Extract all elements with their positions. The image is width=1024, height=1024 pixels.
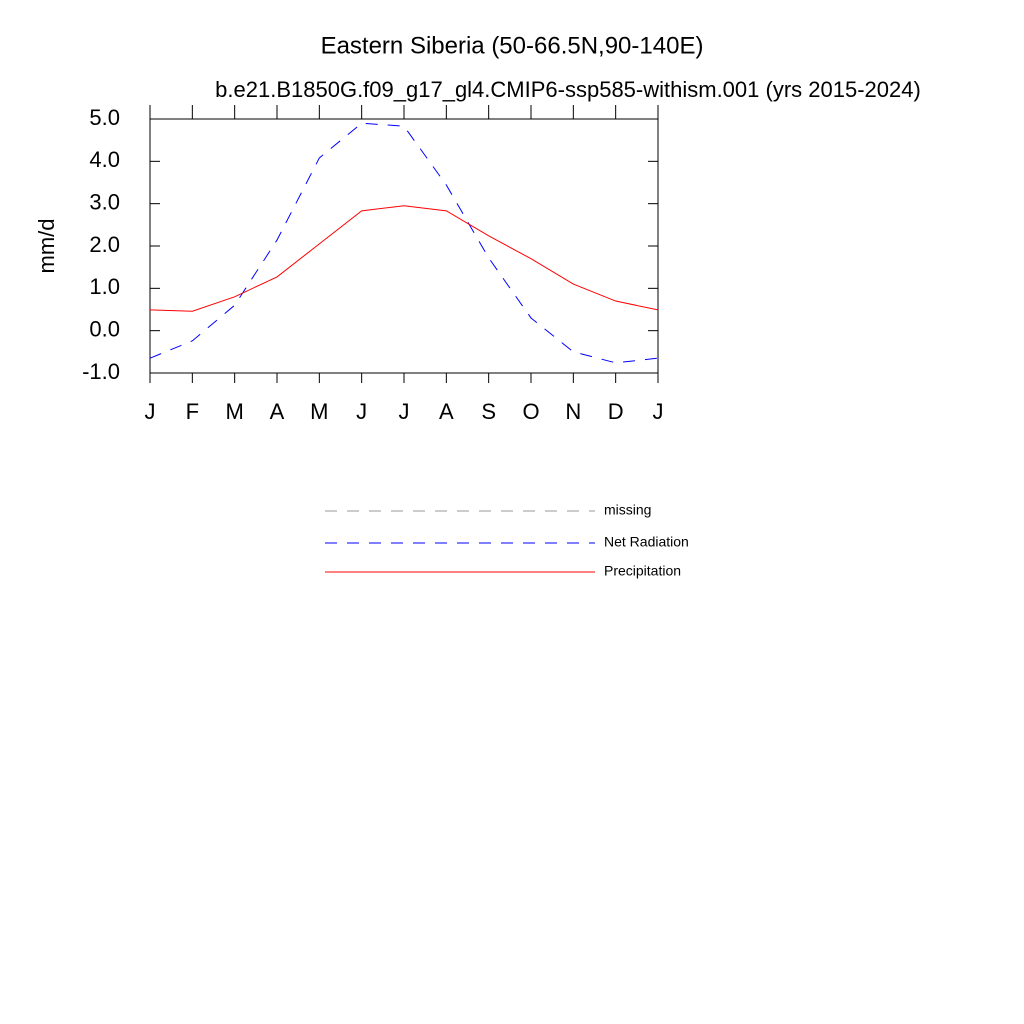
plot-frame xyxy=(149,118,659,374)
y-tick-label: 1.0 xyxy=(89,274,120,299)
data-line xyxy=(149,122,659,364)
legend-label: missing xyxy=(604,502,651,518)
x-tick-label: M xyxy=(310,399,328,424)
legend-label: Net Radiation xyxy=(604,534,689,550)
x-tick-label: J xyxy=(356,399,367,424)
x-tick-label: S xyxy=(481,399,496,424)
x-tick-label: F xyxy=(186,399,199,424)
y-tick-label: 5.0 xyxy=(89,105,120,130)
x-tick-label: M xyxy=(226,399,244,424)
x-tick-label: A xyxy=(439,399,454,424)
y-tick-label: 0.0 xyxy=(89,316,120,341)
y-axis-label: mm/d xyxy=(34,219,59,274)
y-tick-label: 3.0 xyxy=(89,189,120,214)
x-tick-label: J xyxy=(399,399,410,424)
x-tick-label: D xyxy=(608,399,624,424)
x-tick-label: A xyxy=(270,399,285,424)
chart-subtitle: b.e21.B1850G.f09_g17_gl4.CMIP6-ssp585-wi… xyxy=(215,77,921,102)
chart-title: Eastern Siberia (50-66.5N,90-140E) xyxy=(321,32,704,59)
y-tick-label: 4.0 xyxy=(89,147,120,172)
x-tick-label: J xyxy=(145,399,156,424)
y-tick-label: 2.0 xyxy=(89,232,120,257)
y-tick-label: -1.0 xyxy=(82,359,120,384)
x-tick-label: J xyxy=(653,399,664,424)
legend-label: Precipitation xyxy=(604,563,681,579)
x-tick-label: N xyxy=(565,399,581,424)
data-line xyxy=(149,205,659,312)
x-tick-label: O xyxy=(522,399,539,424)
